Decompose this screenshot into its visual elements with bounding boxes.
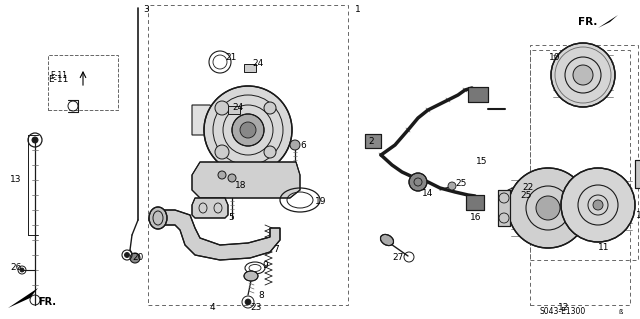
Text: 23: 23 [250,303,261,313]
Ellipse shape [380,234,394,246]
Ellipse shape [244,271,258,281]
Text: 18: 18 [235,181,246,189]
Circle shape [561,168,635,242]
Circle shape [514,192,522,200]
Text: 20: 20 [132,254,143,263]
Text: ß: ß [618,309,622,315]
Polygon shape [8,288,38,308]
Bar [244,64,256,72]
Text: 9: 9 [262,262,268,271]
Bar [48,55,118,110]
Circle shape [536,196,560,220]
Bar [468,87,488,102]
Text: 24: 24 [232,103,243,113]
Circle shape [573,65,593,85]
Circle shape [228,174,236,182]
Text: 2: 2 [368,137,374,146]
Circle shape [264,146,276,158]
Text: FR.: FR. [38,297,56,307]
Circle shape [508,168,588,248]
Bar [148,5,348,305]
Text: 10: 10 [549,54,561,63]
Text: E-11: E-11 [50,70,67,79]
Circle shape [130,253,140,263]
Bar [365,134,381,148]
Circle shape [32,137,38,143]
Circle shape [204,86,292,174]
Polygon shape [192,162,300,198]
Text: S043-E1300: S043-E1300 [540,308,586,316]
Circle shape [245,299,251,305]
Circle shape [215,145,229,159]
Text: 5: 5 [228,213,234,222]
Text: 17: 17 [636,211,640,219]
Circle shape [448,182,456,190]
Polygon shape [155,210,280,260]
Text: 26: 26 [10,263,21,272]
Text: FR.: FR. [578,17,597,27]
Text: 8: 8 [258,292,264,300]
Circle shape [240,122,256,138]
Bar [468,87,488,102]
Text: 7: 7 [273,246,279,255]
Circle shape [218,171,226,179]
Polygon shape [598,15,618,28]
Text: 6: 6 [300,140,306,150]
Bar [635,160,640,188]
Circle shape [125,253,129,257]
Bar [466,195,484,210]
Text: 15: 15 [476,158,488,167]
Circle shape [593,200,603,210]
Circle shape [551,43,615,107]
Text: 13: 13 [10,175,22,184]
Circle shape [409,173,427,191]
Circle shape [232,114,264,146]
Text: 1: 1 [355,5,361,14]
Ellipse shape [149,207,167,229]
Text: 3: 3 [143,5,148,14]
Bar [530,50,630,305]
Circle shape [215,101,229,115]
Polygon shape [192,105,215,135]
Bar [635,160,640,188]
Text: 11: 11 [598,242,609,251]
Text: 19: 19 [315,197,326,206]
Text: 4: 4 [210,303,216,313]
Text: 14: 14 [422,189,433,197]
Text: 27: 27 [392,254,403,263]
Circle shape [264,102,276,114]
Bar [365,134,381,148]
Text: E-11: E-11 [48,76,68,85]
Bar [466,195,484,210]
Text: 12: 12 [558,303,570,313]
Text: 21: 21 [225,54,236,63]
Text: 16: 16 [470,213,481,222]
Text: 24: 24 [252,60,263,69]
Bar [498,190,510,226]
Polygon shape [192,198,228,218]
Bar [498,190,510,226]
Text: 25: 25 [455,179,467,188]
Text: 25: 25 [520,190,531,199]
Text: 22: 22 [522,183,533,192]
Bar [530,45,638,260]
Bar [228,106,240,114]
Circle shape [20,268,24,272]
Circle shape [290,140,300,150]
